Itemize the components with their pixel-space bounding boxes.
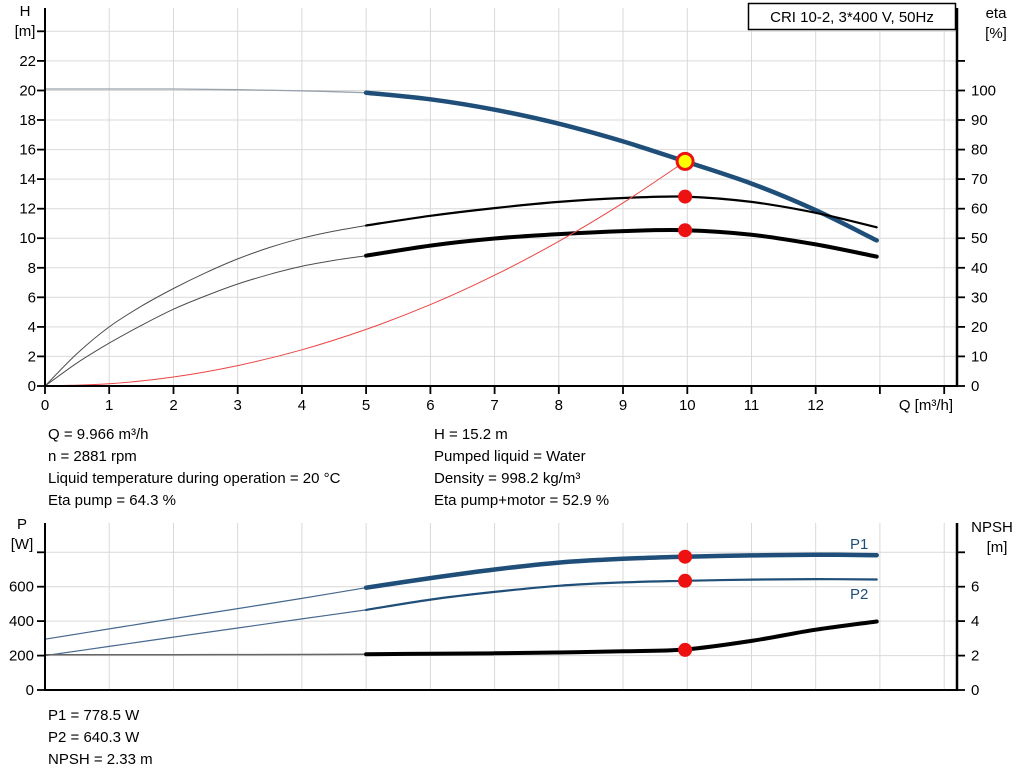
h-axis-unit: [m]: [15, 23, 36, 40]
left-axis-tick-label: 14: [19, 171, 36, 188]
right-axis-tick-label: 100: [971, 83, 996, 100]
x-axis-tick-label: 0: [41, 397, 49, 414]
head-curve: [363, 90, 879, 243]
x-axis-tick-label: 6: [426, 397, 434, 414]
x-axis-tick-label: 9: [619, 397, 627, 414]
p2-curve-extension: [44, 609, 367, 657]
left-axis-tick-label: 20: [19, 83, 36, 100]
right-axis-tick-label: 0: [971, 378, 979, 395]
p1-annotation: P1 = 778.5 W: [48, 707, 140, 724]
eta-axis-label: eta: [986, 5, 1008, 22]
p-axis-label: P: [17, 516, 27, 533]
left-axis-tick-label: 12: [19, 201, 36, 218]
left-axis-tick-label: 16: [19, 142, 36, 159]
right-axis-tick-label: 50: [971, 230, 988, 247]
x-axis-tick-label: 10: [679, 397, 696, 414]
eta-pump-curve-extension: [44, 225, 367, 387]
left-axis-tick-label: 10: [19, 230, 36, 247]
temperature-annotation: Liquid temperature during operation = 20…: [48, 470, 341, 487]
operating-data-left-column: Q = 9.966 m³/h n = 2881 rpm Liquid tempe…: [48, 424, 340, 512]
p1-curve-extension: [44, 587, 367, 640]
eta-pump-motor-operating-point: [678, 223, 693, 238]
x-axis-tick-label: 5: [362, 397, 370, 414]
q-axis-label: Q [m³/h]: [899, 397, 953, 414]
npsh-axis-unit: [m]: [987, 539, 1008, 556]
p2-curve-label: P2: [850, 586, 868, 603]
pump-title: CRI 10-2, 3*400 V, 50Hz: [770, 9, 934, 26]
liquid-annotation: Pumped liquid = Water: [434, 448, 586, 465]
density-annotation: Density = 998.2 kg/m³: [434, 470, 581, 487]
eta-axis-unit: [%]: [985, 25, 1007, 42]
right-axis-tick-label: 40: [971, 260, 988, 277]
duty-point[interactable]: [675, 151, 695, 171]
eta-pump-curve: [365, 195, 878, 229]
power-npsh-data-column: P1 = 778.5 W P2 = 640.3 W NPSH = 2.33 m: [48, 705, 153, 771]
speed-annotation: n = 2881 rpm: [48, 448, 137, 465]
x-axis-tick-label: 7: [490, 397, 498, 414]
x-axis-tick-label: 4: [298, 397, 306, 414]
right-axis-tick-label: 20: [971, 319, 988, 336]
x-axis-tick-label: 11: [744, 397, 760, 414]
right-axis-tick-label: 2: [971, 648, 979, 665]
npsh-operating-point: [678, 642, 693, 657]
right-axis-tick-label: 90: [971, 112, 988, 129]
x-axis-tick-label: 12: [807, 397, 824, 414]
p2-annotation: P2 = 640.3 W: [48, 729, 140, 746]
eta-pump-motor-curve-extension: [44, 255, 367, 387]
npsh-axis-label: NPSH: [971, 519, 1013, 536]
right-axis-tick-label: 30: [971, 289, 988, 306]
power-npsh-chart: 0 200 400 600 0 2 4 6 P [W] NPSH [m] P1 P2: [9, 516, 1013, 699]
p2-operating-point: [678, 573, 693, 588]
p2-curve: [365, 577, 878, 611]
left-axis-tick-label: 400: [9, 613, 34, 630]
right-axis-tick-label: 80: [971, 142, 988, 159]
flow-annotation: Q = 9.966 m³/h: [48, 426, 149, 443]
head-annotation: H = 15.2 m: [434, 426, 508, 443]
x-axis-tick-label: 2: [169, 397, 177, 414]
left-axis-tick-label: 6: [28, 289, 36, 306]
left-axis-tick-label: 2: [28, 348, 36, 365]
system-curve: [44, 160, 686, 387]
left-axis-tick-label: 22: [19, 53, 36, 70]
right-axis-tick-label: 70: [971, 171, 988, 188]
pump-title-box: [747, 2, 957, 31]
p1-operating-point: [678, 549, 693, 564]
x-axis-tick-label: 8: [555, 397, 563, 414]
x-axis-tick-label: 1: [105, 397, 113, 414]
eta-pump-operating-point: [678, 189, 693, 204]
eta-pump-annotation: Eta pump = 64.3 %: [48, 492, 176, 509]
right-axis-tick-label: 60: [971, 201, 988, 218]
eta-pump-motor-annotation: Eta pump+motor = 52.9 %: [434, 492, 610, 509]
right-axis-tick-label: 6: [971, 579, 979, 596]
head-curve-extension: [45, 88, 367, 94]
right-axis-tick-label: 10: [971, 348, 988, 365]
npsh-curve-extension: [45, 653, 367, 656]
right-axis-tick-label: 0: [971, 682, 979, 699]
left-axis-tick-label: 0: [28, 378, 36, 395]
left-axis-tick-label: 18: [19, 112, 36, 129]
p1-curve: [363, 552, 879, 590]
operating-data-right-column: H = 15.2 m Pumped liquid = Water Density…: [434, 424, 609, 512]
p1-curve-label: P1: [850, 536, 868, 553]
right-axis-tick-label: 4: [971, 613, 979, 630]
npsh-curve: [364, 619, 879, 657]
left-axis-tick-label: 0: [26, 682, 34, 699]
left-axis-tick-label: 8: [28, 260, 36, 277]
eta-pump-motor-curve: [364, 228, 879, 259]
left-axis-tick-label: 4: [28, 319, 36, 336]
left-axis-tick-label: 200: [9, 648, 34, 665]
x-axis-tick-label: 3: [234, 397, 242, 414]
h-axis-label: H: [20, 3, 31, 20]
npsh-annotation: NPSH = 2.33 m: [48, 751, 153, 768]
hq-chart: 0246810121416182022010203040506070809010…: [15, 2, 1008, 414]
left-axis-tick-label: 600: [9, 579, 34, 596]
p-axis-unit: [W]: [11, 536, 34, 553]
